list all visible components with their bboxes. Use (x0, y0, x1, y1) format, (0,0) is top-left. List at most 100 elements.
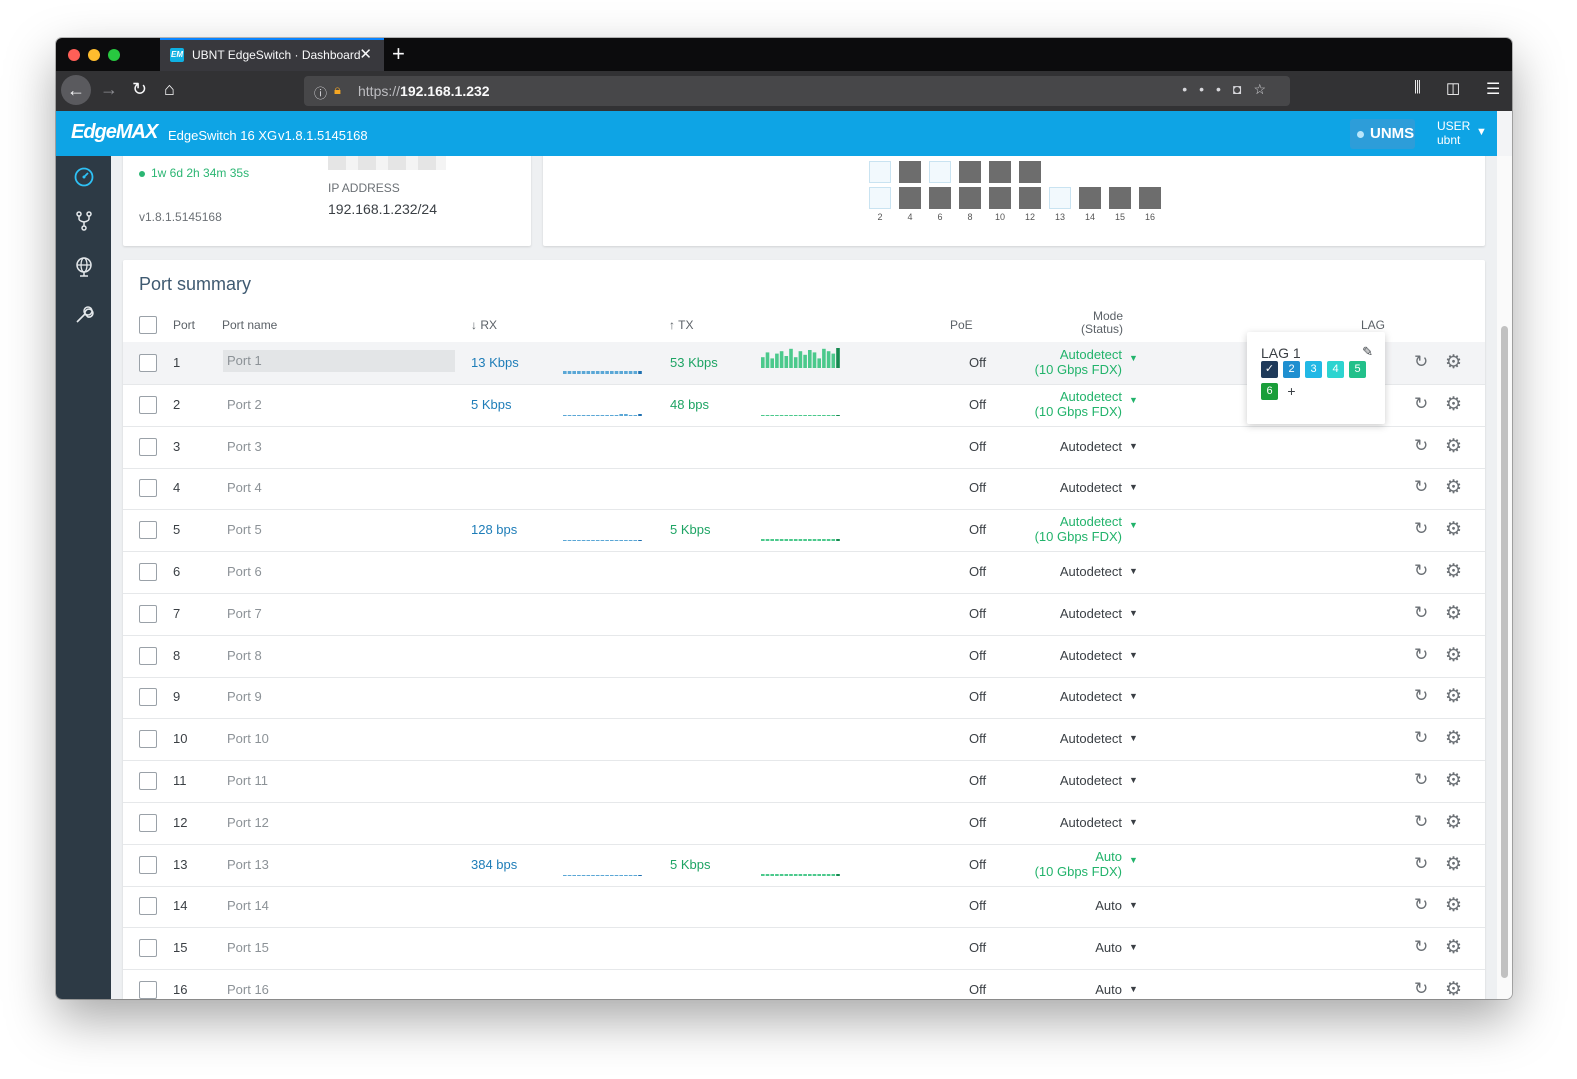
port-name-field[interactable]: Port 7 (227, 605, 262, 621)
port-name-field[interactable]: Port 15 (227, 940, 269, 956)
gear-icon[interactable]: ⚙ (1445, 352, 1463, 373)
col-lag[interactable]: LAG (1361, 318, 1386, 332)
row-checkbox[interactable] (139, 563, 157, 581)
star-icon[interactable]: ☆ (1253, 81, 1278, 97)
mode-dropdown[interactable]: Autodetect (1059, 480, 1122, 496)
info-icon[interactable]: ⓘ (314, 86, 328, 101)
unms-button[interactable]: UNMS (1350, 119, 1415, 149)
lock-warning-icon[interactable]: 🔒︎ (334, 82, 341, 97)
port-name-field[interactable]: Port 3 (227, 438, 262, 454)
gear-icon[interactable]: ⚙ (1445, 853, 1463, 875)
mode-dropdown[interactable]: Autodetect (1059, 438, 1122, 454)
port-name-field[interactable]: Port 12 (227, 814, 269, 830)
pocket-icon[interactable]: ◘ (1232, 81, 1254, 97)
url-bar[interactable]: ⓘ 🔒︎ https://192.168.1.232 •••◘☆ (304, 76, 1290, 106)
mode-dropdown-caret[interactable]: ▼ (1129, 649, 1138, 660)
restart-icon[interactable]: ↻ (1414, 811, 1429, 831)
new-tab-icon[interactable]: + (392, 41, 405, 66)
gear-icon[interactable]: ⚙ (1445, 686, 1463, 708)
lag-member-chip[interactable]: 6 (1261, 383, 1278, 400)
select-all-checkbox[interactable] (139, 316, 157, 334)
port-2-indicator[interactable] (869, 187, 891, 209)
mode-dropdown-caret[interactable]: ▼ (1129, 733, 1138, 744)
table-row[interactable]: 7 Port 7 Off Autodetect ▼ ↻ ⚙ (123, 593, 1485, 636)
restart-icon[interactable]: ↻ (1414, 937, 1429, 957)
col-rx[interactable]: ↓ RX (471, 318, 498, 332)
library-icon[interactable]: ⫼ (1414, 79, 1421, 96)
port-name-field[interactable]: Port 8 (227, 647, 262, 663)
mode-dropdown-caret[interactable]: ▼ (1129, 482, 1138, 493)
row-checkbox[interactable] (139, 395, 157, 414)
port-15-indicator[interactable] (1109, 187, 1131, 209)
port-name-field[interactable]: Port 10 (227, 731, 269, 747)
gear-icon[interactable]: ⚙ (1445, 811, 1463, 833)
mode-dropdown-caret[interactable]: ▼ (1129, 440, 1138, 451)
port-name-field[interactable]: Port 6 (227, 564, 262, 579)
col-port-name[interactable]: Port name (222, 318, 278, 332)
zoom-window-button[interactable] (108, 49, 120, 61)
port-name-field[interactable]: Port 2 (227, 396, 262, 412)
reload-icon[interactable]: ↻ (132, 79, 148, 99)
row-checkbox[interactable] (139, 772, 157, 790)
mode-dropdown[interactable]: Auto (1095, 940, 1122, 956)
table-row[interactable]: 16 Port 16 Off Auto ▼ ↻ ⚙ (123, 969, 1485, 999)
row-checkbox[interactable] (139, 479, 157, 498)
table-row[interactable]: 14 Port 14 Off Auto ▼ ↻ ⚙ (123, 885, 1485, 929)
close-tab-icon[interactable]: ✕ (359, 46, 372, 63)
globe-icon[interactable] (73, 256, 95, 278)
edit-pencil-icon[interactable]: ✎ (1362, 344, 1373, 359)
port-5-indicator[interactable] (929, 161, 951, 183)
restart-icon[interactable]: ↻ (1414, 770, 1429, 789)
mode-dropdown[interactable]: Autodetect (1059, 605, 1122, 621)
row-checkbox[interactable] (139, 646, 157, 665)
port-name-field[interactable]: Port 16 (227, 982, 269, 997)
port-1-indicator[interactable] (869, 161, 891, 183)
mode-dropdown[interactable]: Autodetect (1059, 647, 1122, 663)
row-checkbox[interactable] (139, 521, 157, 540)
close-window-button[interactable] (68, 49, 80, 61)
port-14-indicator[interactable] (1079, 187, 1101, 209)
restart-icon[interactable]: ↻ (1414, 393, 1429, 413)
restart-icon[interactable]: ↻ (1414, 644, 1429, 664)
gear-icon[interactable]: ⚙ (1445, 728, 1463, 750)
mode-dropdown-caret[interactable]: ▼ (1129, 900, 1138, 911)
table-row[interactable]: 11 Port 11 Off Autodetect ▼ ↻ ⚙ (123, 760, 1485, 803)
row-checkbox[interactable] (139, 855, 157, 874)
row-checkbox[interactable] (139, 897, 157, 916)
mode-dropdown-caret[interactable]: ▼ (1129, 942, 1138, 953)
gear-icon[interactable]: ⚙ (1445, 895, 1463, 917)
col-mode[interactable]: Mode (Status) (1063, 310, 1123, 336)
restart-icon[interactable]: ↻ (1414, 477, 1429, 497)
mode-dropdown[interactable]: Auto (10 Gbps FDX) (1003, 849, 1122, 879)
mode-dropdown[interactable]: Autodetect (1059, 564, 1122, 579)
port-13-indicator[interactable] (1049, 187, 1071, 209)
lag-member-chip[interactable]: 2 (1283, 361, 1300, 378)
port-7-indicator[interactable] (959, 161, 981, 183)
table-row[interactable]: 3 Port 3 Off Autodetect ▼ ↻ ⚙ (123, 426, 1485, 469)
table-row[interactable]: 2 Port 2 5 Kbps 48 bps Off Autodetect (10 Gbps… (123, 384, 1485, 427)
mode-dropdown[interactable]: Autodetect (10 Gbps FDX) (1003, 514, 1122, 544)
restart-icon[interactable]: ↻ (1414, 895, 1429, 915)
row-checkbox[interactable] (139, 437, 157, 456)
user-dropdown-icon[interactable]: ▼ (1476, 126, 1487, 138)
mode-dropdown-caret[interactable]: ▼ (1129, 816, 1138, 827)
row-checkbox[interactable] (139, 730, 157, 749)
table-row[interactable]: 8 Port 8 Off Autodetect ▼ ↻ ⚙ (123, 635, 1485, 678)
restart-icon[interactable]: ↻ (1414, 602, 1429, 622)
mode-dropdown[interactable]: Autodetect (1059, 689, 1122, 705)
gear-icon[interactable]: ⚙ (1445, 602, 1463, 624)
mode-dropdown-caret[interactable]: ▼ (1129, 775, 1138, 785)
more-icon[interactable]: ••• (1182, 81, 1233, 97)
dashboard-icon[interactable] (73, 166, 95, 188)
mode-dropdown[interactable]: Auto (1095, 898, 1122, 914)
table-row[interactable]: 12 Port 12 Off Autodetect ▼ ↻ ⚙ (123, 802, 1485, 845)
lag-member-chip[interactable]: ✓ (1261, 361, 1278, 378)
row-checkbox[interactable] (139, 939, 157, 958)
restart-icon[interactable]: ↻ (1414, 561, 1429, 580)
forward-icon[interactable]: → (100, 79, 118, 99)
gear-icon[interactable]: ⚙ (1445, 393, 1463, 415)
sidebar-icon[interactable]: ◫ (1446, 80, 1461, 97)
port-8-indicator[interactable] (959, 187, 981, 209)
gear-icon[interactable]: ⚙ (1445, 770, 1463, 791)
lag-member-chip[interactable]: 3 (1305, 361, 1322, 378)
